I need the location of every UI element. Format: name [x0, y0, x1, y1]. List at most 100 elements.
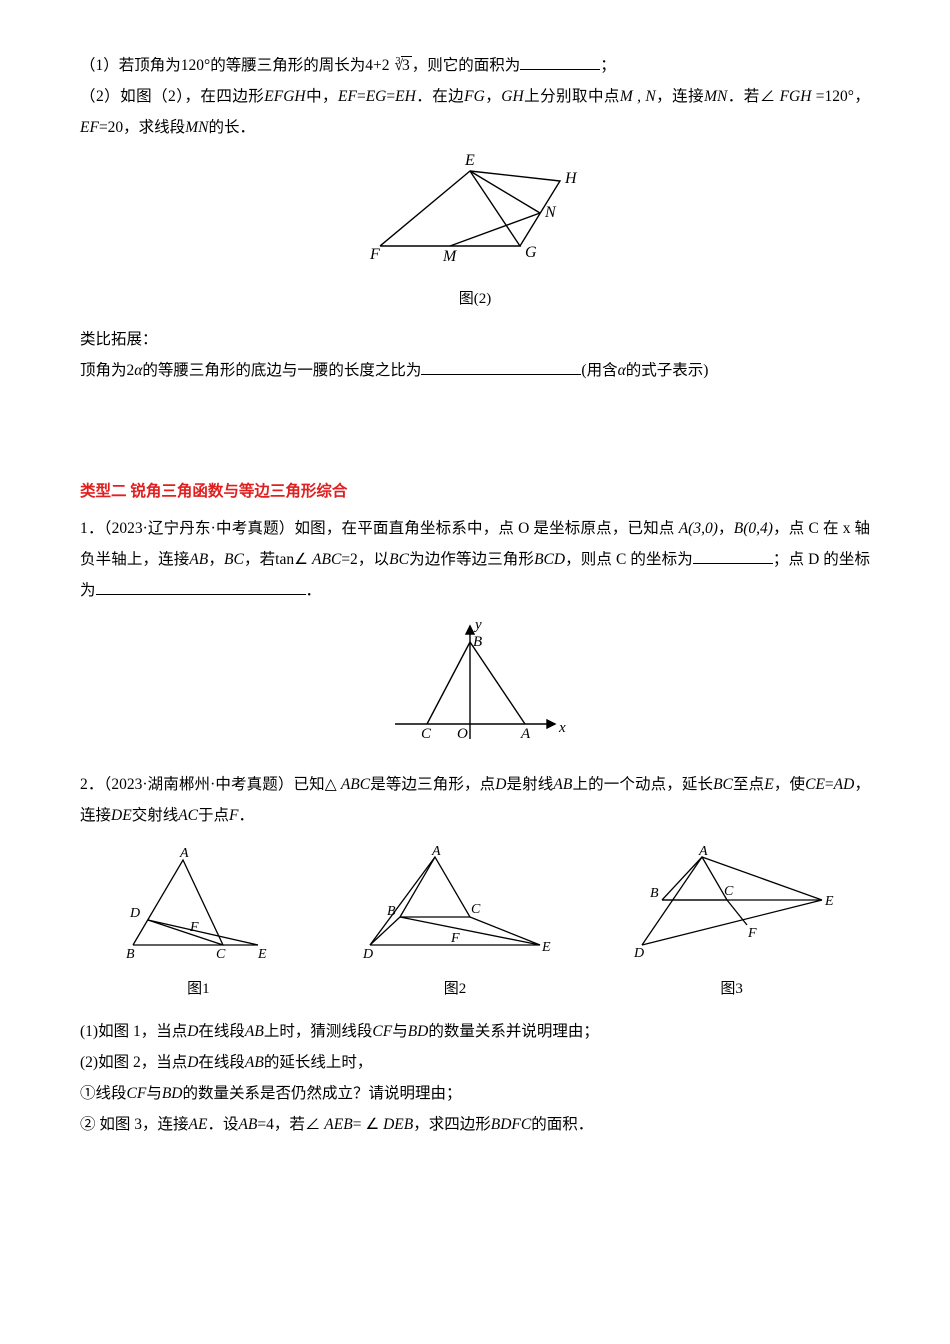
l: C — [216, 947, 226, 962]
l: D — [362, 947, 373, 962]
var: M — [620, 88, 633, 105]
fig3-svg: A B C E F D — [622, 845, 842, 965]
var: BC — [224, 551, 244, 568]
text: 的面积． — [531, 1116, 593, 1133]
var: FG — [464, 88, 485, 105]
text: 的延长线上时， — [264, 1054, 373, 1071]
l: C — [471, 902, 481, 917]
var: EH — [395, 88, 416, 105]
var: AD — [834, 776, 855, 793]
var: EFGH — [264, 88, 305, 105]
text: =20，求线段 — [99, 119, 185, 136]
text: ，若tan — [244, 551, 294, 568]
sub-1: (1)如图 1，当点D在线段AB上时，猜测线段CF与BD的数量关系并说明理由； — [80, 1016, 870, 1047]
text: （2）如图（2），在四边形 — [80, 88, 264, 105]
l: A — [431, 845, 441, 859]
var: MN — [185, 119, 208, 136]
text: 的长． — [208, 119, 255, 136]
text: ，求四边形 — [413, 1116, 491, 1133]
fig2-svg: E H N F M G — [355, 151, 595, 271]
var: ABC — [312, 551, 341, 568]
fig2-col: A B C F D E 图2 — [345, 845, 565, 1014]
var: EG — [366, 88, 387, 105]
axis-y: y — [473, 617, 482, 633]
eq: = — [357, 88, 366, 105]
text: ，使 — [774, 776, 805, 793]
var: DE — [111, 807, 132, 824]
fig2-caption: 图2 — [345, 974, 565, 1004]
text: 于点 — [198, 807, 229, 824]
text: 顶角为2 — [80, 362, 134, 379]
axis-x: x — [558, 720, 566, 736]
l: B — [387, 904, 396, 919]
l: F — [450, 931, 460, 946]
l: E — [257, 947, 267, 962]
text: ． — [306, 582, 322, 599]
figure-row: A D F B C E 图1 A B C F — [80, 845, 870, 1014]
var: AE — [189, 1116, 208, 1133]
var: AB — [245, 1023, 264, 1040]
question-1: 1．（2023·辽宁丹东·中考真题）如图，在平面直角坐标系中，点 O 是坐标原点… — [80, 513, 870, 606]
var: AB — [553, 776, 572, 793]
blank — [421, 359, 581, 376]
var: A(3,0) — [679, 520, 718, 537]
var: MN — [704, 88, 727, 105]
label-F: F — [369, 246, 380, 263]
var: α — [618, 362, 626, 379]
triangle-symbol: △ — [325, 776, 337, 793]
text: 与 — [392, 1023, 408, 1040]
analogy-label: 类比拓展： — [80, 324, 870, 355]
text: ， — [718, 520, 734, 537]
var: D — [187, 1023, 198, 1040]
label-A: A — [520, 726, 531, 742]
eq: = — [386, 88, 395, 105]
var: FGH — [780, 88, 812, 105]
text: ，连接 — [656, 88, 704, 105]
label-B: B — [473, 634, 482, 650]
text: 中， — [306, 88, 338, 105]
text: ． — [239, 807, 255, 824]
text: ．若 — [727, 88, 759, 105]
blank — [96, 579, 306, 596]
text: 为边作等边三角形 — [409, 551, 534, 568]
question-2: 2．（2023·湖南郴州·中考真题）已知△ ABC是等边三角形，点D是射线AB上… — [80, 769, 870, 831]
figure-2-caption: 图(2) — [80, 284, 870, 314]
text: 在线段 — [198, 1054, 245, 1071]
var: CE — [805, 776, 825, 793]
var: BD — [162, 1085, 183, 1102]
text: 是射线 — [506, 776, 553, 793]
problem-1: （1）若顶角为120°的等腰三角形的周长为4+23√3，则它的面积为； — [80, 50, 870, 81]
text: 的等腰三角形的底边与一腰的长度之比为 — [142, 362, 421, 379]
analogy-body: 顶角为2α的等腰三角形的底边与一腰的长度之比为(用含α的式子表示) — [80, 355, 870, 386]
var: AB — [189, 551, 208, 568]
var: ABC — [341, 776, 370, 793]
fig3-col: A B C E F D 图3 — [622, 845, 842, 1014]
l: E — [824, 894, 834, 909]
label-C: C — [421, 726, 432, 742]
text: （1）若顶角为120°的等腰三角形的周长为4+2 — [80, 57, 389, 74]
fig1-col: A D F B C E 图1 — [108, 845, 288, 1014]
label-N: N — [544, 204, 557, 221]
var: EF — [80, 119, 99, 136]
text: (1)如图 1，当点 — [80, 1023, 187, 1040]
eq: = — [825, 776, 834, 793]
section-2-title: 类型二 锐角三角函数与等边三角形综合 — [80, 476, 870, 507]
var: AB — [245, 1054, 264, 1071]
l: A — [179, 846, 189, 861]
problem-2: （2）如图（2），在四边形EFGH中，EF=EG=EH．在边FG，GH上分别取中… — [80, 81, 870, 143]
text: ② 如图 3，连接 — [80, 1116, 189, 1133]
label-E: E — [464, 152, 475, 169]
var: BCD — [534, 551, 565, 568]
text: 在线段 — [198, 1023, 245, 1040]
var: CF — [372, 1023, 392, 1040]
fig1-caption: 图1 — [108, 974, 288, 1004]
l: A — [698, 845, 708, 859]
fig2b-svg: A B C F D E — [345, 845, 565, 965]
var: F — [229, 807, 238, 824]
l: B — [650, 886, 659, 901]
text: =120°， — [816, 88, 870, 105]
text: =2，以 — [341, 551, 389, 568]
var: D — [495, 776, 506, 793]
var: DEB — [383, 1116, 413, 1133]
text: ； — [600, 57, 616, 74]
